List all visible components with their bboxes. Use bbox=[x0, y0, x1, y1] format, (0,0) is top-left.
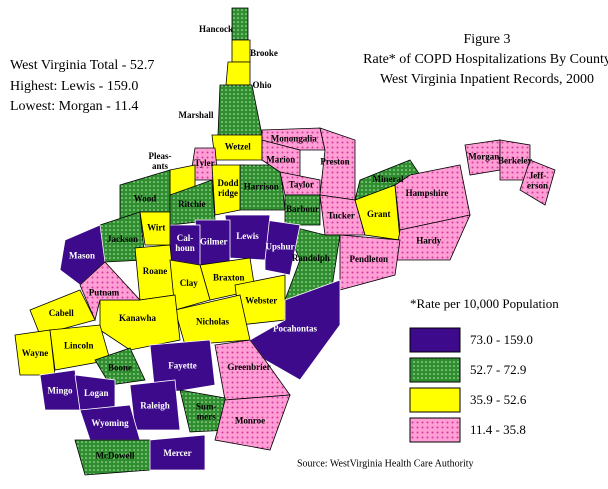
county-label: Hancock bbox=[199, 24, 233, 34]
county-label: Clay bbox=[180, 278, 199, 288]
county-label: Sum- bbox=[196, 402, 217, 412]
county-label: Fayette bbox=[168, 360, 196, 370]
county-label: Raleigh bbox=[140, 400, 170, 410]
stat: Highest: Lewis - 159.0 bbox=[10, 79, 138, 94]
county-label: Lincoln bbox=[64, 340, 94, 350]
county-label: Nicholas bbox=[196, 317, 230, 327]
county bbox=[284, 194, 321, 226]
note: *Rate per 10,000 Population bbox=[410, 296, 559, 311]
legend-swatch bbox=[409, 387, 461, 413]
county-label: Marion bbox=[266, 154, 295, 164]
county bbox=[261, 127, 326, 151]
legend-label: 73.0 - 159.0 bbox=[470, 332, 533, 347]
county bbox=[217, 84, 263, 136]
county-label: Mingo bbox=[47, 385, 73, 395]
county-label: Kanawha bbox=[119, 313, 157, 323]
county-label: Randolph bbox=[292, 253, 330, 263]
county-label: Wyoming bbox=[91, 418, 129, 428]
county-label: Taylor bbox=[289, 180, 314, 190]
county-label: Grant bbox=[367, 209, 391, 219]
legend-label: 11.4 - 35.8 bbox=[470, 422, 526, 437]
county-label: Monroe bbox=[235, 415, 265, 425]
county-label: Berkeley bbox=[498, 155, 532, 165]
county-label: Upshur bbox=[265, 242, 294, 252]
county-label: Tucker bbox=[328, 210, 355, 220]
county-label: Cabell bbox=[49, 308, 75, 318]
county-label: McDowell bbox=[96, 450, 135, 460]
title: West Virginia Inpatient Records, 2000 bbox=[380, 72, 594, 87]
county-label: Gilmer bbox=[200, 237, 228, 247]
county-label: mers bbox=[197, 412, 216, 422]
county-label: Pendleton bbox=[349, 254, 388, 264]
title: Rate* of COPD Hospitalizations By County bbox=[363, 52, 608, 67]
source: Source: WestVirginia Health Care Authori… bbox=[297, 458, 474, 469]
county-label: Lewis bbox=[236, 231, 259, 241]
county bbox=[169, 259, 211, 311]
county-label: Barbour bbox=[286, 204, 319, 214]
legend-swatch bbox=[409, 417, 461, 443]
county-label: Monongalia bbox=[271, 134, 318, 144]
county-label: Ohio bbox=[252, 80, 272, 90]
stat: Lowest: Morgan - 11.4 bbox=[10, 99, 138, 114]
county-label: Logan bbox=[84, 388, 109, 398]
county-label: Cal- bbox=[177, 233, 194, 243]
legend-swatch bbox=[409, 327, 461, 353]
legend-swatch bbox=[409, 357, 461, 383]
county-label: Morgan bbox=[468, 152, 499, 162]
county-label: houn bbox=[175, 243, 195, 253]
county-label: Roane bbox=[143, 266, 168, 276]
county bbox=[214, 394, 291, 451]
county bbox=[249, 279, 341, 381]
county-label: Jackson bbox=[107, 234, 138, 244]
county bbox=[519, 159, 556, 206]
county bbox=[354, 159, 421, 201]
county-label: Mason bbox=[69, 250, 95, 260]
county bbox=[231, 39, 251, 63]
county-label: Wirt bbox=[147, 223, 165, 233]
county-label: Dodd bbox=[217, 178, 238, 188]
county-label: Preston bbox=[320, 157, 349, 167]
county bbox=[149, 434, 206, 471]
county-label: Marshall bbox=[179, 110, 214, 120]
county-label: Mercer bbox=[163, 448, 191, 458]
county-label: Harrison bbox=[244, 182, 279, 192]
county-label: erson bbox=[527, 180, 548, 190]
county-label: Tyler bbox=[194, 158, 214, 168]
county-label: Wood bbox=[134, 193, 157, 203]
county-label: ridge bbox=[218, 188, 238, 198]
county bbox=[94, 347, 146, 386]
legend-label: 35.9 - 52.6 bbox=[470, 392, 527, 407]
county-label: Greenbrier bbox=[227, 362, 270, 372]
county-label: Brooke bbox=[250, 48, 278, 58]
county bbox=[231, 7, 249, 41]
county-label: Hardy bbox=[416, 235, 442, 245]
county-label: Braxton bbox=[213, 272, 245, 282]
county bbox=[129, 379, 181, 431]
county-label: Putnam bbox=[89, 287, 120, 297]
county bbox=[225, 61, 251, 86]
county-label: Hampshire bbox=[406, 188, 449, 198]
county-label: Boone bbox=[108, 362, 132, 372]
county-label: Jeff- bbox=[529, 170, 547, 180]
county-label: Wetzel bbox=[225, 142, 251, 152]
county-label: Mineral bbox=[373, 174, 404, 184]
stat: West Virginia Total - 52.7 bbox=[10, 58, 154, 73]
legend-label: 52.7 - 72.9 bbox=[470, 362, 526, 377]
county-label: Webster bbox=[245, 295, 277, 305]
title: Figure 3 bbox=[463, 32, 510, 47]
county-label: Ritchie bbox=[178, 199, 206, 209]
county-label: Pocahontas bbox=[273, 323, 318, 333]
county-label: Pleas- bbox=[149, 151, 172, 161]
county bbox=[339, 234, 401, 291]
county-label: ants bbox=[152, 161, 169, 171]
county bbox=[214, 339, 291, 401]
county bbox=[29, 289, 96, 336]
county-label: Wayne bbox=[22, 348, 49, 358]
